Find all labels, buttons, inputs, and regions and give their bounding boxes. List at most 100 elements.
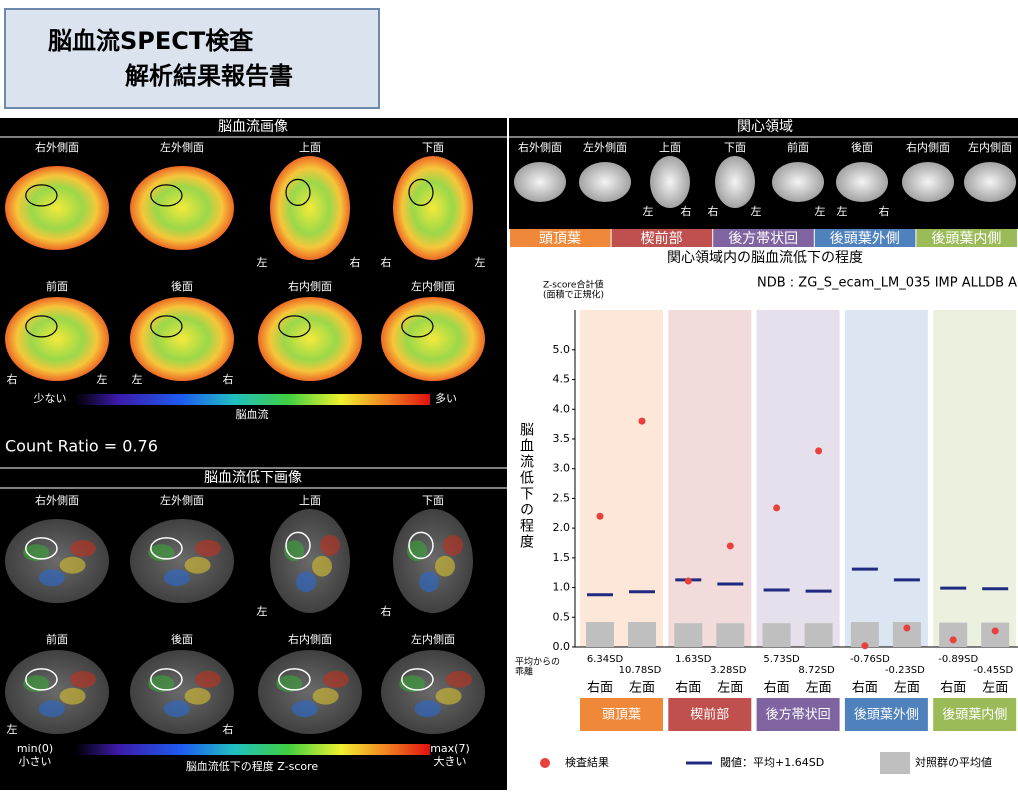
roi-outline [25, 668, 58, 691]
result-dot [815, 447, 823, 455]
brain-image [836, 162, 888, 202]
brain-image [650, 156, 690, 208]
view-label: 下面 [422, 494, 444, 507]
group-band [933, 310, 1017, 647]
z-score-patch [59, 687, 86, 705]
region-legend [611, 229, 713, 247]
section-heading: 脳血流画像 [218, 119, 288, 135]
control-bar [586, 622, 614, 647]
brain-image [130, 519, 234, 603]
region-legend-label: 楔前部 [641, 230, 683, 247]
group-band [844, 310, 928, 647]
z-score-patch [38, 569, 65, 587]
chart-subtitle: NDB : ZG_S_ecam_LM_035 IMP ALLDB A [757, 276, 1017, 291]
roi-outline [25, 184, 58, 207]
x-tick-label: 左面 [629, 681, 655, 696]
x-tick-label: 左面 [806, 681, 832, 696]
orientation-label: 右 [879, 204, 890, 218]
chart: 頭頂葉頭頂葉楔前部楔前部後方帯状回後方帯状回後頭葉外側後頭葉外側後頭葉内側後頭葉… [510, 229, 1018, 774]
group-label: 後方帯状回 [766, 707, 831, 723]
z-score-patch [312, 555, 332, 577]
orientation-label: 左 [257, 256, 268, 269]
region-legend [510, 229, 611, 247]
control-bar [674, 623, 703, 647]
control-bar [716, 623, 745, 647]
brain-image [130, 297, 234, 381]
brain-image [5, 166, 109, 250]
x-tick-label: 右面 [587, 681, 613, 696]
y-tick-label: 0.0 [553, 640, 571, 653]
colorbar-label: 多い [435, 391, 457, 405]
orientation-label: 左 [837, 205, 848, 218]
deviation-label: -0.23SD [885, 665, 925, 676]
y-note: Z-score合計値 [543, 279, 603, 291]
region-legend [713, 229, 814, 247]
orientation-label: 左 [815, 205, 826, 218]
brain-image [902, 162, 954, 202]
x-tick-label: 左面 [982, 681, 1008, 696]
view-label: 上面 [299, 494, 321, 507]
group-band [668, 310, 752, 647]
roi-outline [408, 531, 434, 560]
z-score-patch [284, 540, 304, 561]
view-label: 右外側面 [518, 140, 562, 154]
view-label: 前面 [787, 140, 809, 154]
brain-image [579, 162, 631, 202]
z-score-patch [163, 569, 190, 587]
orientation-label: 右 [708, 204, 719, 218]
view-label: 前面 [46, 632, 68, 646]
z-score-patch [70, 540, 96, 557]
result-dot [949, 636, 957, 644]
roi-outline [401, 668, 434, 691]
orientation-label: 右 [681, 204, 692, 218]
control-bar [981, 622, 1010, 647]
section-heading: 脳血流低下画像 [204, 470, 302, 486]
orientation-label: 右 [7, 372, 18, 386]
brain-image [270, 156, 350, 260]
group-label-box [580, 698, 663, 731]
y-axis-title: 脳血流低下の程度 [518, 422, 534, 550]
view-label: 後面 [171, 279, 193, 293]
brain-image [393, 509, 473, 613]
roi-outline [150, 668, 183, 691]
control-bar [804, 623, 833, 647]
z-score-patch [399, 675, 426, 692]
z-score-patch [296, 571, 316, 593]
y-note: (面積で正規化) [543, 289, 604, 301]
orientation-label: 右 [381, 255, 392, 269]
brain-image [130, 650, 234, 734]
z-score-patch [323, 671, 349, 688]
deviation-label: 10.78SD [619, 665, 662, 676]
z-score-patch [446, 671, 472, 688]
view-label: 後面 [171, 632, 193, 646]
deviation-title: 乖離 [515, 666, 533, 678]
z-score-patch [320, 535, 340, 556]
z-score-patch [148, 544, 175, 561]
z-score-patch [312, 687, 339, 705]
view-label: 右外側面 [35, 493, 79, 507]
orientation-label: 左 [7, 723, 18, 736]
y-tick-label: 0.5 [553, 610, 571, 623]
view-label: 右外側面 [35, 140, 79, 154]
region-legend [916, 229, 1017, 247]
result-dot [638, 417, 646, 425]
group-label-box [933, 698, 1017, 731]
legend-marker [540, 758, 550, 768]
z-score-patch [23, 675, 50, 692]
x-tick-label: 右面 [852, 681, 878, 696]
orientation-label: 右 [223, 722, 234, 736]
brain-image [772, 162, 824, 202]
z-score-patch [70, 671, 96, 688]
z-score-patch [435, 555, 455, 577]
z-score-patch [59, 556, 86, 574]
roi-outline [150, 315, 183, 338]
result-dot [596, 512, 604, 520]
result-dot [726, 542, 734, 550]
result-dot [991, 627, 999, 635]
legend-label: 検査結果 [565, 755, 609, 769]
view-label: 下面 [724, 141, 746, 154]
group-label-box [756, 698, 840, 731]
orientation-label: 右 [223, 372, 234, 386]
view-label: 左外側面 [583, 141, 627, 154]
